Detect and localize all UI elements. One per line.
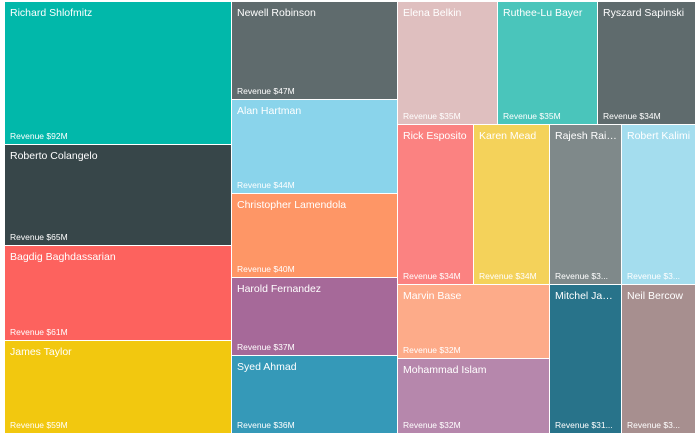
tile-name-label: Bagdig Baghdassarian — [10, 251, 116, 263]
tile-value-label: Revenue $3... — [555, 271, 608, 281]
tile-name-label: Mitchel Jaco... — [555, 290, 617, 302]
treemap-tile-mohammad-islam[interactable]: Mohammad Islam Revenue $32M — [398, 359, 550, 434]
treemap-tile-elena-belkin[interactable]: Elena Belkin Revenue $35M — [398, 2, 498, 125]
tile-name-label: Alan Hartman — [237, 105, 302, 117]
tile-name-label: Roberto Colangelo — [10, 150, 98, 162]
tile-value-label: Revenue $32M — [403, 345, 461, 355]
tile-name-label: Neil Bercow — [627, 290, 684, 302]
tile-name-label: Rajesh Raina — [555, 130, 617, 142]
tile-value-label: Revenue $34M — [403, 271, 461, 281]
treemap-tile-mitchel-jacobson[interactable]: Mitchel Jaco... Revenue $31... — [550, 285, 622, 434]
treemap-tile-bagdig-baghdassarian[interactable]: Bagdig Baghdassarian Revenue $61M — [5, 246, 232, 341]
tile-name-label: Newell Robinson — [237, 7, 316, 19]
treemap-tile-ruthee-lu-bayer[interactable]: Ruthee-Lu Bayer Revenue $35M — [498, 2, 598, 125]
tile-name-label: Marvin Base — [403, 290, 462, 302]
treemap-tile-james-taylor[interactable]: James Taylor Revenue $59M — [5, 341, 232, 434]
treemap-tile-christopher-lamendola[interactable]: Christopher Lamendola Revenue $40M — [232, 194, 398, 278]
tile-value-label: Revenue $34M — [479, 271, 537, 281]
treemap-tile-roberto-colangelo[interactable]: Roberto Colangelo Revenue $65M — [5, 145, 232, 246]
tile-name-label: Ryszard Sapinski — [603, 7, 685, 19]
tile-name-label: Karen Mead — [479, 130, 537, 142]
tile-value-label: Revenue $59M — [10, 420, 68, 430]
tile-value-label: Revenue $35M — [403, 111, 461, 121]
tile-name-label: Syed Ahmad — [237, 361, 297, 373]
tile-name-label: James Taylor — [10, 346, 72, 358]
tile-value-label: Revenue $3... — [627, 420, 680, 430]
tile-value-label: Revenue $61M — [10, 327, 68, 337]
treemap-tile-harold-fernandez[interactable]: Harold Fernandez Revenue $37M — [232, 278, 398, 356]
tile-name-label: Elena Belkin — [403, 7, 462, 19]
tile-name-label: Rick Esposito — [403, 130, 467, 142]
tile-name-label: Harold Fernandez — [237, 283, 322, 295]
tile-value-label: Revenue $44M — [237, 180, 295, 190]
tile-value-label: Revenue $36M — [237, 420, 295, 430]
treemap-tile-newell-robinson[interactable]: Newell Robinson Revenue $47M — [232, 2, 398, 100]
tile-value-label: Revenue $40M — [237, 264, 295, 274]
tile-name-label: Christopher Lamendola — [237, 199, 347, 211]
tile-value-label: Revenue $3... — [627, 271, 680, 281]
treemap-tile-alan-hartman[interactable]: Alan Hartman Revenue $44M — [232, 100, 398, 194]
treemap-tile-ryszard-sapinski[interactable]: Ryszard Sapinski Revenue $34M — [598, 2, 696, 125]
treemap-tile-rick-esposito[interactable]: Rick Esposito Revenue $34M — [398, 125, 474, 285]
tile-value-label: Revenue $92M — [10, 131, 68, 141]
treemap-tile-neil-bercow[interactable]: Neil Bercow Revenue $3... — [622, 285, 696, 434]
treemap-tile-karen-mead[interactable]: Karen Mead Revenue $34M — [474, 125, 550, 285]
treemap-tile-syed-ahmad[interactable]: Syed Ahmad Revenue $36M — [232, 356, 398, 434]
tile-value-label: Revenue $34M — [603, 111, 661, 121]
tile-name-label: Mohammad Islam — [403, 364, 487, 376]
tile-name-label: Ruthee-Lu Bayer — [503, 7, 583, 19]
treemap-tile-rajesh-raina[interactable]: Rajesh Raina Revenue $3... — [550, 125, 622, 285]
tile-value-label: Revenue $65M — [10, 232, 68, 242]
tile-value-label: Revenue $32M — [403, 420, 461, 430]
tile-value-label: Revenue $35M — [503, 111, 561, 121]
tile-value-label: Revenue $37M — [237, 342, 295, 352]
tile-name-label: Robert Kalimi — [627, 130, 691, 142]
treemap-tile-richard-shlofmitz[interactable]: Richard Shlofmitz Revenue $92M — [5, 2, 232, 145]
treemap-tile-marvin-base[interactable]: Marvin Base Revenue $32M — [398, 285, 550, 359]
tile-value-label: Revenue $47M — [237, 86, 295, 96]
tile-name-label: Richard Shlofmitz — [10, 7, 93, 19]
tile-value-label: Revenue $31... — [555, 420, 613, 430]
treemap-tile-robert-kalimi[interactable]: Robert Kalimi Revenue $3... — [622, 125, 696, 285]
